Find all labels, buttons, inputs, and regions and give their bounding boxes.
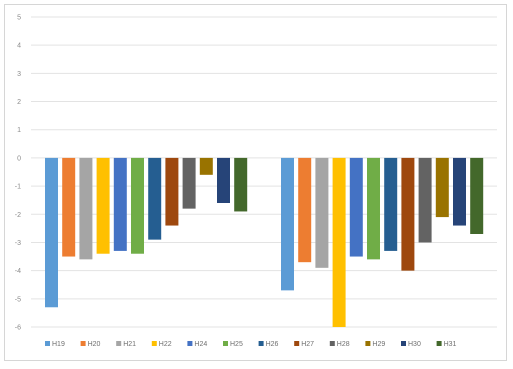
legend-swatch-h27 (294, 341, 300, 346)
chart-frame: 5 4 3 2 1 0 -1 -2 -3 -4 -5 -6 H19 H20 H21 H22 H24 H25 H26… (4, 4, 507, 361)
bars (45, 157, 484, 327)
legend-swatch-h29 (365, 341, 371, 346)
y-tick-label: 4 (17, 43, 21, 50)
bar-h28-group1 (182, 157, 196, 209)
bar-h25-group2 (367, 157, 380, 260)
y-tick-label: 0 (17, 155, 21, 162)
legend-label-h28: H28 (337, 341, 350, 348)
legend-label-h21: H21 (123, 341, 136, 348)
y-tick-label: 1 (17, 127, 21, 134)
legend-label-h24: H24 (194, 341, 207, 348)
legend: H19 H20 H21 H22 H24 H25 H26 H27 H28 H29 H30 H31 (45, 341, 457, 348)
legend-label-h29: H29 (372, 341, 385, 348)
legend-swatch-h24 (187, 341, 193, 346)
bar-h27-group1 (165, 157, 179, 226)
y-axis-labels: 5 4 3 2 1 0 -1 -2 -3 -4 -5 -6 (15, 15, 21, 332)
y-tick-label: -5 (15, 296, 21, 303)
y-tick-label: 2 (17, 99, 21, 106)
legend-label-h26: H26 (266, 341, 279, 348)
y-tick-label: -2 (15, 212, 21, 219)
bar-h21-group1 (79, 157, 93, 260)
legend-label-h30: H30 (408, 341, 421, 348)
bar-h31-group1 (234, 157, 248, 212)
bar-h21-group2 (315, 157, 329, 268)
bar-h27-group2 (401, 157, 415, 271)
legend-swatch-h20 (80, 341, 86, 346)
legend-swatch-h26 (258, 341, 264, 346)
y-tick-label: -4 (15, 268, 21, 275)
legend-swatch-h22 (151, 341, 157, 346)
bar-h20-group1 (62, 157, 76, 257)
bar-h25-group1 (131, 157, 144, 254)
legend-label-h20: H20 (88, 341, 101, 348)
y-tick-label: -1 (15, 184, 21, 191)
bar-h19-group2 (281, 157, 294, 291)
y-tick-label: 5 (17, 15, 21, 22)
legend-label-h27: H27 (301, 341, 314, 348)
bar-h20-group2 (298, 157, 312, 263)
legend-label-h31: H31 (444, 341, 457, 348)
bar-h30-group2 (453, 157, 466, 226)
legend-swatch-h31 (436, 341, 442, 346)
bar-h22-group1 (96, 157, 110, 254)
y-tick-label: 3 (17, 71, 21, 78)
bar-h24-group1 (113, 157, 127, 251)
bar-h19-group1 (45, 157, 58, 308)
y-tick-label: -3 (15, 240, 21, 247)
bar-h30-group1 (217, 157, 230, 203)
bar-h28-group2 (418, 157, 432, 243)
bar-h24-group2 (349, 157, 363, 257)
bar-h22-group2 (332, 157, 346, 327)
legend-swatch-h25 (223, 341, 228, 346)
legend-swatch-h28 (329, 341, 335, 346)
bar-h29-group2 (435, 157, 449, 218)
legend-label-h25: H25 (230, 341, 243, 348)
legend-label-h19: H19 (52, 341, 65, 348)
bar-chart: 5 4 3 2 1 0 -1 -2 -3 -4 -5 -6 H19 H20 H21 H22 H24 H25 H26… (15, 15, 497, 348)
bar-h26-group1 (148, 157, 162, 240)
bar-h26-group2 (384, 157, 398, 251)
bar-h31-group2 (470, 157, 484, 234)
legend-swatch-h19 (45, 341, 50, 346)
bar-h29-group1 (199, 157, 213, 175)
legend-swatch-h30 (401, 341, 406, 346)
y-tick-label: -6 (15, 325, 21, 332)
legend-label-h22: H22 (159, 341, 172, 348)
legend-swatch-h21 (116, 341, 122, 346)
